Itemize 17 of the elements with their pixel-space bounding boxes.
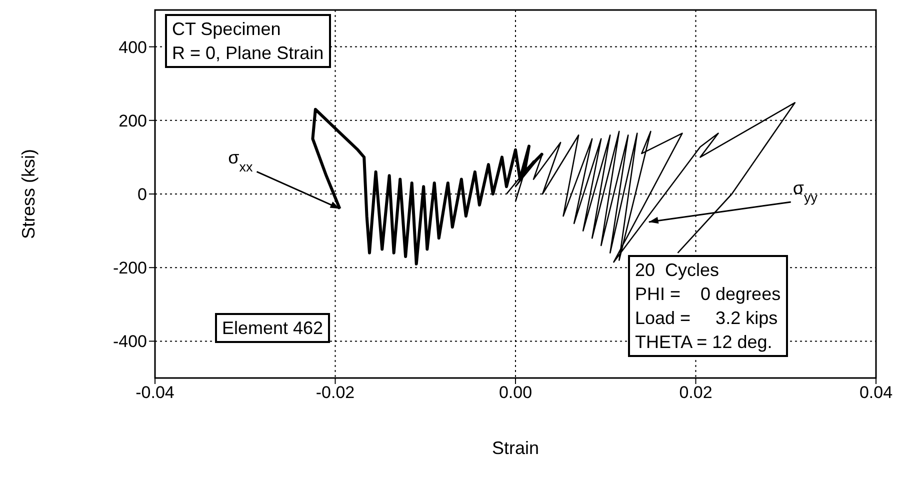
y-tick-label: 0: [138, 185, 147, 204]
annotation: σ$_{yy}$: [792, 178, 818, 204]
x-tick-label: 0.04: [859, 383, 893, 402]
annotation: 20 Cycles PHI = 0 degrees Load = 3.2 kips THETA = 12 deg.: [628, 255, 788, 357]
y-tick-label: 200: [118, 111, 147, 130]
y-tick-label: -200: [112, 258, 147, 278]
x-tick-label: 0.00: [498, 383, 532, 402]
x-tick-label: -0.02: [316, 383, 355, 402]
annotation: Element 462: [215, 313, 330, 343]
annotation: σ$_{xx}$: [228, 148, 254, 174]
y-tick-label: 400: [118, 38, 147, 57]
annotation: CT Specimen R = 0, Plane Strain: [165, 14, 331, 68]
y-tick-label: -400: [112, 332, 147, 352]
x-tick-label: -0.04: [136, 383, 174, 402]
x-tick-label: 0.02: [679, 383, 712, 402]
y-axis-title: Stress (ksi): [18, 149, 38, 239]
x-axis-title: Strain: [492, 438, 540, 458]
